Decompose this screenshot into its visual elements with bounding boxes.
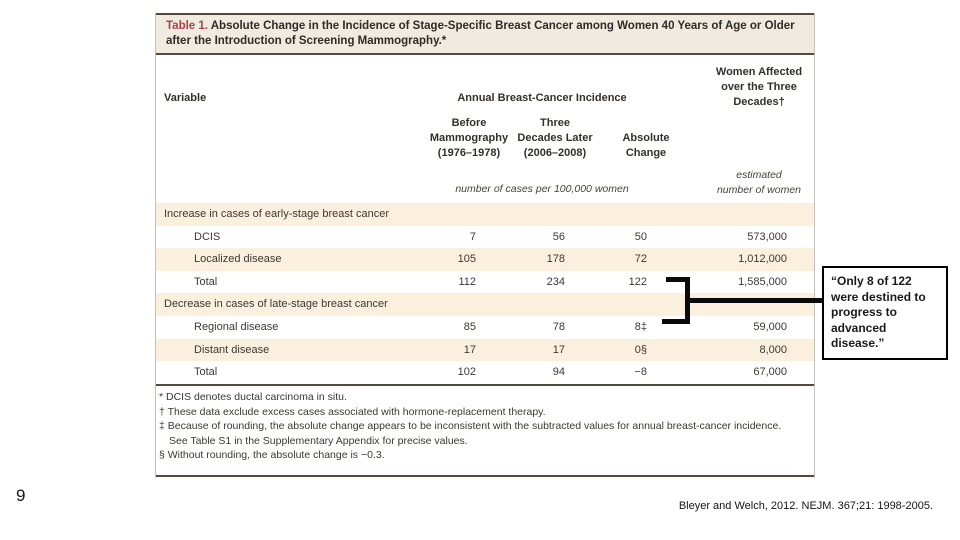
table-row-total-increase: Total 112 234 122 1,585,000 [194, 275, 787, 288]
table-footnote-divider [156, 384, 814, 386]
column-header-variable: Variable [164, 92, 207, 104]
table-title-text: Absolute Change in the Incidence of Stag… [166, 20, 795, 47]
bracket-stub-8 [662, 319, 689, 324]
column-header-three-decades-later: Three Decades Later (2006–2008) [517, 117, 593, 159]
citation: Bleyer and Welch, 2012. NEJM. 367;21: 19… [678, 500, 933, 512]
footnote-dagger: † These data exclude excess cases associ… [159, 405, 546, 418]
footnote-double-dagger: ‡ Because of rounding, the absolute chan… [159, 420, 782, 447]
column-header-women-affected: Women Affected over the Three Decades† [715, 66, 803, 108]
nejm-table-figure: Table 1. Absolute Change in the Incidenc… [155, 13, 815, 478]
bracket-vertical-line [685, 277, 690, 324]
table-body: Increase in cases of early-stage breast … [156, 203, 814, 384]
footnote-section: § Without rounding, the absolute change … [159, 449, 385, 461]
table-row-distant-disease: Distant disease 17 17 0§ 8,000 [156, 338, 814, 362]
callout-box: “Only 8 of 122 were destined to progress… [822, 266, 948, 360]
units-label-incidence: number of cases per 100,000 women [455, 183, 629, 195]
table-row-regional-disease: Regional disease 85 78 8‡ 59,000 [194, 320, 787, 333]
column-header-absolute-change: Absolute Change [622, 132, 670, 159]
bracket-stub-122 [666, 277, 688, 282]
slide-page-number: 9 [16, 486, 26, 505]
table-row-total-decrease: Total 102 94 −8 67,000 [194, 366, 787, 379]
footnote-asterisk: * DCIS denotes ductal carcinoma in situ. [159, 391, 347, 403]
units-label-women: estimated number of women [716, 169, 802, 196]
table-title: Table 1. Absolute Change in the Incidenc… [156, 13, 814, 55]
table-number-label: Table 1. [166, 20, 208, 32]
table-row-dcis: DCIS 7 56 50 573,000 [194, 230, 787, 243]
column-header-before-mammography: Before Mammography (1976–1978) [429, 117, 509, 159]
table-row-increase-section: Increase in cases of early-stage breast … [156, 203, 814, 226]
table-row-localized-disease: Localized disease 105 178 72 1,012,000 [156, 248, 814, 271]
bracket-connector-line [688, 298, 822, 303]
column-group-header-incidence: Annual Breast-Cancer Incidence [457, 92, 627, 104]
table-row-decrease-section: Decrease in cases of late-stage breast c… [156, 293, 814, 316]
table-footnotes: * DCIS denotes ductal carcinoma in situ.… [159, 390, 795, 463]
table-bottom-rule [156, 475, 814, 477]
